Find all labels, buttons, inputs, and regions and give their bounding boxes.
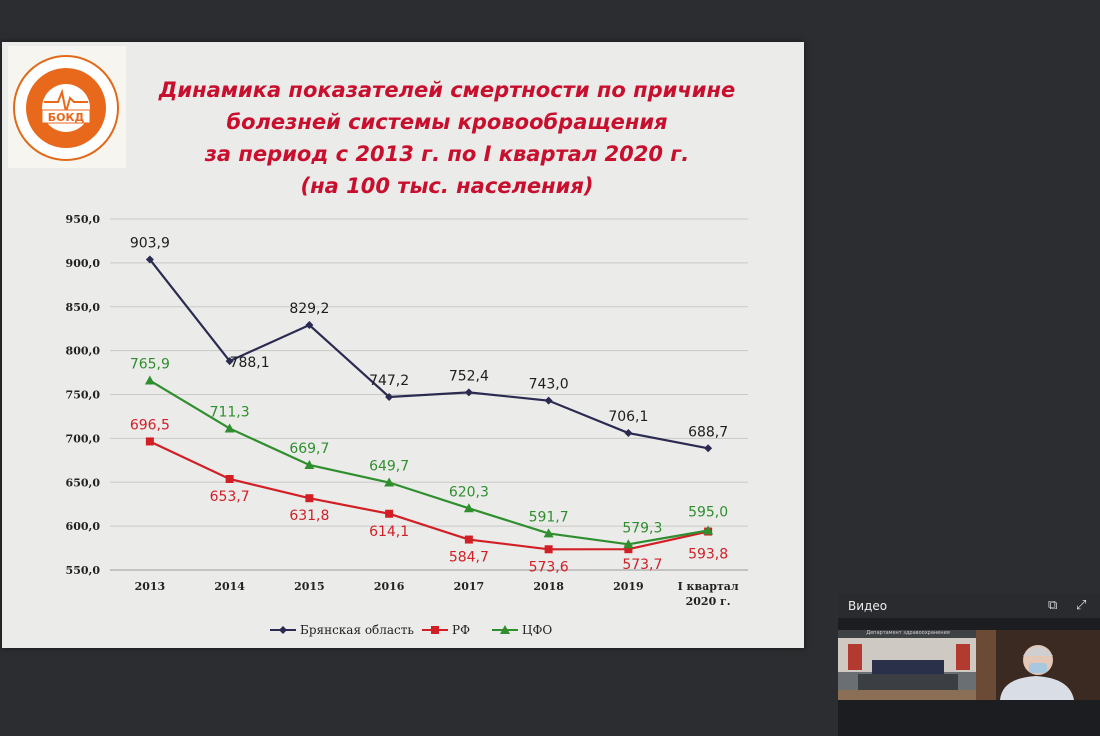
data-point xyxy=(385,392,394,401)
y-tick-label: 750,0 xyxy=(66,389,101,402)
series-line xyxy=(149,440,709,551)
data-point xyxy=(144,375,155,385)
data-label: 688,7 xyxy=(688,424,728,440)
y-tick-label: 600,0 xyxy=(66,520,101,533)
x-tick-label: 2020 г. xyxy=(686,595,731,608)
data-label: 696,5 xyxy=(130,417,170,433)
fullscreen-icon[interactable]: ⤢ xyxy=(1076,598,1087,613)
title-line: (на 100 тыс. населения) xyxy=(300,174,594,198)
x-tick-label: 2015 xyxy=(294,580,325,593)
y-tick-label: 850,0 xyxy=(66,301,101,314)
video-tile-speaker[interactable] xyxy=(976,630,1100,700)
x-tick-label: 2018 xyxy=(533,580,564,593)
title-line: болезней системы кровообращения xyxy=(226,110,668,134)
legend-marker xyxy=(279,626,287,634)
x-tick-label: 2014 xyxy=(214,580,245,593)
series-line xyxy=(149,379,709,546)
data-label: 752,4 xyxy=(449,368,489,384)
data-point xyxy=(305,321,314,330)
bokd-logo: БОКД xyxy=(8,46,126,168)
data-label: 595,0 xyxy=(688,505,728,521)
data-label: 706,1 xyxy=(608,409,648,425)
y-tick-label: 550,0 xyxy=(66,564,101,577)
legend-label: ЦФО xyxy=(522,623,552,637)
video-panel-header: Видео ⧉ ⤢ xyxy=(838,594,1100,618)
video-tile-caption: Департамент здравоохранения xyxy=(838,630,978,638)
data-point xyxy=(384,477,395,487)
data-label: 711,3 xyxy=(210,404,250,420)
x-tick-label: I квартал xyxy=(678,580,739,593)
data-label: 743,0 xyxy=(529,377,569,393)
popout-icon[interactable]: ⧉ xyxy=(1048,598,1058,613)
y-tick-label: 700,0 xyxy=(66,432,101,445)
data-point xyxy=(544,396,553,405)
data-label: 579,3 xyxy=(622,520,662,536)
data-point xyxy=(145,255,154,264)
data-label: 829,2 xyxy=(289,301,329,317)
x-tick-label: 2016 xyxy=(374,580,405,593)
x-tick-label: 2013 xyxy=(135,580,166,593)
data-label: 653,7 xyxy=(210,489,250,505)
data-point xyxy=(623,539,634,549)
speaker-feed xyxy=(976,630,1100,700)
series-line xyxy=(149,258,709,450)
y-tick-label: 950,0 xyxy=(66,213,101,226)
line-chart: 550,0 600,0 650,0 700,0 750,0 800,0 850,0 900,0… xyxy=(66,213,748,637)
data-label: 591,7 xyxy=(529,509,569,525)
y-tick-label: 800,0 xyxy=(66,345,101,358)
data-label: 788,1 xyxy=(230,355,270,371)
data-label: 631,8 xyxy=(289,508,329,524)
data-point xyxy=(463,503,474,513)
data-point xyxy=(464,388,473,397)
data-point xyxy=(385,509,394,518)
data-point xyxy=(225,357,234,366)
y-tick-label: 650,0 xyxy=(66,476,101,489)
y-tick-label: 900,0 xyxy=(66,257,101,270)
data-label: 747,2 xyxy=(369,373,409,389)
data-point xyxy=(464,535,473,544)
conference-room-feed xyxy=(838,630,978,700)
legend-marker xyxy=(431,626,439,634)
video-panel-title: Видео xyxy=(848,599,888,613)
data-label: 614,1 xyxy=(369,524,409,540)
title-line: за период с 2013 г. по I квартал 2020 г. xyxy=(204,142,690,166)
x-tick-label: 2019 xyxy=(613,580,644,593)
data-point xyxy=(145,437,154,446)
data-label: 620,3 xyxy=(449,484,489,500)
data-point xyxy=(624,545,633,554)
legend-marker xyxy=(500,625,510,634)
data-label: 903,9 xyxy=(130,235,170,251)
data-point xyxy=(704,444,713,453)
data-label: 573,7 xyxy=(622,557,662,573)
data-label: 593,8 xyxy=(688,547,728,563)
data-label: 649,7 xyxy=(369,459,409,475)
video-tile-room[interactable]: Департамент здравоохранения xyxy=(838,630,978,700)
title-line: Динамика показателей смертности по причи… xyxy=(158,78,736,102)
data-point xyxy=(225,475,234,484)
data-point xyxy=(544,545,553,554)
logo-text: БОКД xyxy=(48,111,85,124)
data-label: 765,9 xyxy=(130,357,170,373)
data-point xyxy=(224,423,235,433)
x-tick-label: 2017 xyxy=(454,580,485,593)
presentation-slide: БОКД Динамика показателей смертности по … xyxy=(2,42,804,648)
video-panel: Видео ⧉ ⤢ Департамент здравоохранения xyxy=(838,594,1100,736)
chart-title: Динамика показателей смертности по причи… xyxy=(132,74,762,202)
data-label: 669,7 xyxy=(289,441,329,457)
data-label: 584,7 xyxy=(449,550,489,566)
legend-label: РФ xyxy=(452,623,470,637)
legend-label: Брянская область xyxy=(300,623,414,637)
data-point xyxy=(543,528,554,538)
data-point xyxy=(703,525,714,535)
data-point xyxy=(624,429,633,438)
data-point xyxy=(305,494,314,503)
data-label: 573,6 xyxy=(529,559,569,575)
data-point xyxy=(304,459,315,469)
